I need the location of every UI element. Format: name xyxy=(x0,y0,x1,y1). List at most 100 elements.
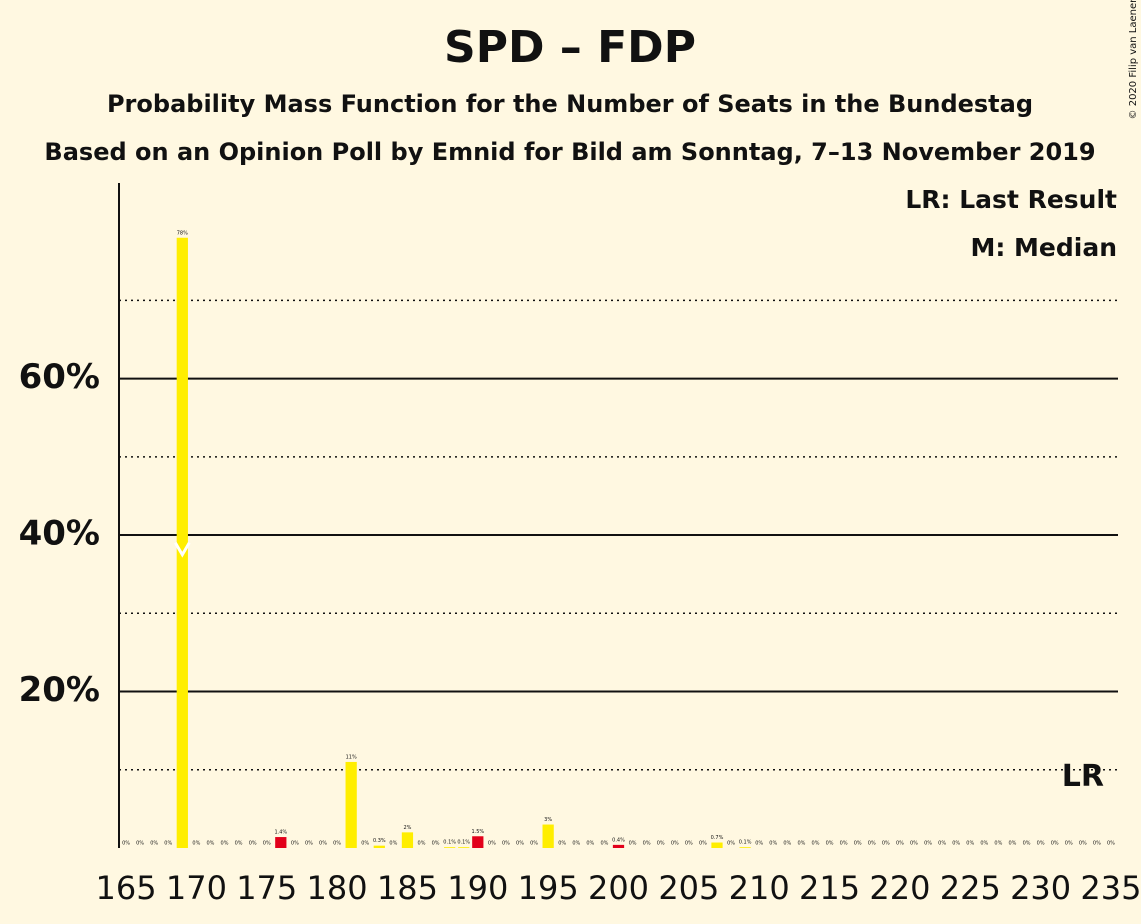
value-label: 0% xyxy=(1037,841,1045,847)
value-label: 2% xyxy=(403,825,411,831)
bar xyxy=(472,836,484,848)
value-label: 0% xyxy=(558,841,566,847)
bar xyxy=(458,847,470,848)
value-label: 0.1% xyxy=(457,840,470,846)
value-label: 0% xyxy=(671,841,679,847)
bar xyxy=(739,847,751,848)
value-label: 0% xyxy=(586,841,594,847)
subtitle: Based on an Opinion Poll by Emnid for Bi… xyxy=(44,138,1095,166)
x-tick-label: 215 xyxy=(799,869,860,907)
value-label: 0% xyxy=(389,841,397,847)
value-label: 1.5% xyxy=(471,829,484,835)
bar xyxy=(176,237,188,848)
value-label: 0% xyxy=(305,841,313,847)
value-label: 0% xyxy=(727,841,735,847)
value-label: 0% xyxy=(291,841,299,847)
x-tick-label: 230 xyxy=(1010,869,1071,907)
value-label: 0% xyxy=(699,841,707,847)
value-label: 0% xyxy=(1107,841,1115,847)
value-label: 0% xyxy=(235,841,243,847)
chart-title: SPD – FDP xyxy=(444,22,696,73)
value-label: 0.1% xyxy=(443,840,456,846)
value-label: 0% xyxy=(206,841,214,847)
value-label: 0% xyxy=(938,841,946,847)
bar xyxy=(345,761,357,848)
subtitle: Probability Mass Function for the Number… xyxy=(107,90,1033,118)
x-tick-label: 235 xyxy=(1080,869,1141,907)
value-label: 0% xyxy=(994,841,1002,847)
value-label: 0% xyxy=(924,841,932,847)
value-label: 0% xyxy=(530,841,538,847)
value-label: 0% xyxy=(516,841,524,847)
value-label: 0% xyxy=(910,841,918,847)
value-label: 0% xyxy=(882,841,890,847)
value-label: 0% xyxy=(1079,841,1087,847)
value-label: 0% xyxy=(797,841,805,847)
value-label: 0% xyxy=(1051,841,1059,847)
x-tick-label: 210 xyxy=(729,869,790,907)
value-label: 0% xyxy=(769,841,777,847)
value-label: 0% xyxy=(854,841,862,847)
value-label: 11% xyxy=(346,754,357,760)
bar xyxy=(275,837,287,848)
value-label: 0% xyxy=(1093,841,1101,847)
value-label: 0% xyxy=(1023,841,1031,847)
value-label: 0% xyxy=(418,841,426,847)
value-label: 0% xyxy=(488,841,496,847)
value-label: 0% xyxy=(221,841,229,847)
value-label: 0% xyxy=(755,841,763,847)
legend-entry: LR: Last Result xyxy=(905,185,1117,214)
value-label: 0% xyxy=(502,841,510,847)
value-label: 0.1% xyxy=(739,840,752,846)
value-label: 0% xyxy=(643,841,651,847)
value-label: 0% xyxy=(600,841,608,847)
last-result-label: LR xyxy=(1062,759,1104,794)
copyright: © 2020 Filip van Laenen xyxy=(1128,0,1139,119)
x-tick-label: 185 xyxy=(377,869,438,907)
x-tick-label: 175 xyxy=(236,869,297,907)
median-marker xyxy=(174,541,191,558)
bar xyxy=(373,845,385,848)
value-label: 0% xyxy=(812,841,820,847)
x-tick-label: 220 xyxy=(869,869,930,907)
x-tick-label: 165 xyxy=(95,869,156,907)
value-label: 0% xyxy=(572,841,580,847)
value-label: 3% xyxy=(544,817,552,823)
value-label: 0% xyxy=(629,841,637,847)
value-label: 0% xyxy=(136,841,144,847)
value-label: 0% xyxy=(868,841,876,847)
value-label: 0% xyxy=(319,841,327,847)
bar xyxy=(444,847,456,848)
x-tick-label: 180 xyxy=(307,869,368,907)
value-label: 0% xyxy=(840,841,848,847)
value-label: 0% xyxy=(150,841,158,847)
x-tick-label: 205 xyxy=(658,869,719,907)
value-label: 0% xyxy=(333,841,341,847)
value-label: 0% xyxy=(896,841,904,847)
value-label: 0% xyxy=(1065,841,1073,847)
value-label: 0% xyxy=(249,841,257,847)
value-label: 0% xyxy=(432,841,440,847)
value-label: 78% xyxy=(177,230,188,236)
value-label: 1.4% xyxy=(274,830,287,836)
bar xyxy=(542,824,554,848)
x-tick-label: 170 xyxy=(166,869,227,907)
value-label: 0% xyxy=(980,841,988,847)
value-label: 0% xyxy=(826,841,834,847)
y-tick-label: 60% xyxy=(19,357,100,397)
value-label: 0% xyxy=(685,841,693,847)
value-label: 0% xyxy=(122,841,130,847)
value-label: 0% xyxy=(361,841,369,847)
x-tick-label: 195 xyxy=(518,869,579,907)
bar xyxy=(612,844,625,848)
value-label: 0% xyxy=(966,841,974,847)
value-label: 0% xyxy=(1009,841,1017,847)
y-tick-label: 20% xyxy=(19,670,100,710)
value-label: 0% xyxy=(657,841,665,847)
value-label: 0% xyxy=(164,841,172,847)
x-tick-label: 190 xyxy=(447,869,508,907)
bar xyxy=(711,842,723,848)
y-tick-label: 40% xyxy=(19,514,100,554)
legend-entry: M: Median xyxy=(970,233,1117,262)
